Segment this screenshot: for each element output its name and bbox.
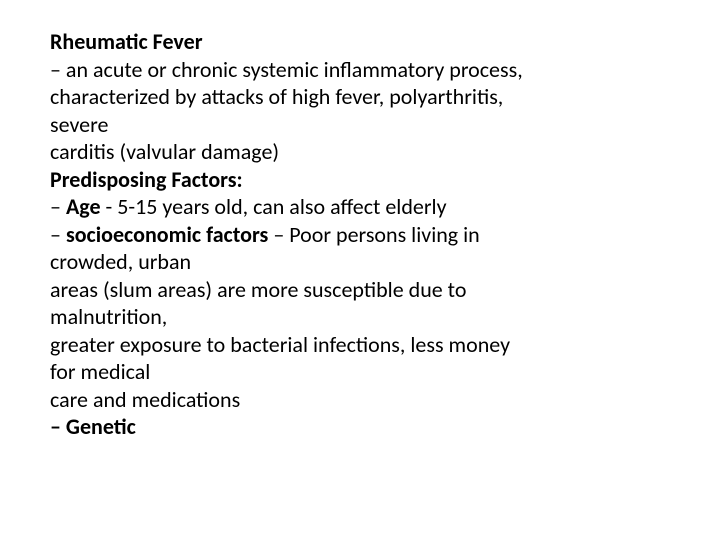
text-line: greater exposure to bacterial infections… bbox=[50, 331, 670, 359]
text-line: areas (slum areas) are more susceptible … bbox=[50, 276, 670, 304]
text-line: for medical bbox=[50, 358, 670, 386]
subheading-line: Predisposing Factors: bbox=[50, 166, 670, 194]
text-line: – Genetic bbox=[50, 413, 670, 441]
slide: Rheumatic Fever – an acute or chronic sy… bbox=[0, 0, 720, 540]
dash: – bbox=[50, 221, 66, 248]
text-line: malnutrition, bbox=[50, 303, 670, 331]
text-span: – Poor persons living in bbox=[268, 221, 479, 248]
title-line: Rheumatic Fever bbox=[50, 28, 670, 56]
bold-term: socioeconomic factors bbox=[66, 221, 268, 248]
text-line: care and medications bbox=[50, 386, 670, 414]
text-line: – an acute or chronic systemic inflammat… bbox=[50, 56, 670, 84]
text-line: severe bbox=[50, 111, 670, 139]
dash: – bbox=[50, 193, 66, 220]
bold-term: Age bbox=[66, 193, 101, 220]
text-line: – socioeconomic factors – Poor persons l… bbox=[50, 221, 670, 249]
text-line: – Age - 5-15 years old, can also affect … bbox=[50, 193, 670, 221]
slide-text-block: Rheumatic Fever – an acute or chronic sy… bbox=[50, 28, 670, 441]
text-line: crowded, urban bbox=[50, 248, 670, 276]
text-line: carditis (valvular damage) bbox=[50, 138, 670, 166]
text-line: characterized by attacks of high fever, … bbox=[50, 83, 670, 111]
text-span: - 5-15 years old, can also affect elderl… bbox=[101, 193, 447, 220]
